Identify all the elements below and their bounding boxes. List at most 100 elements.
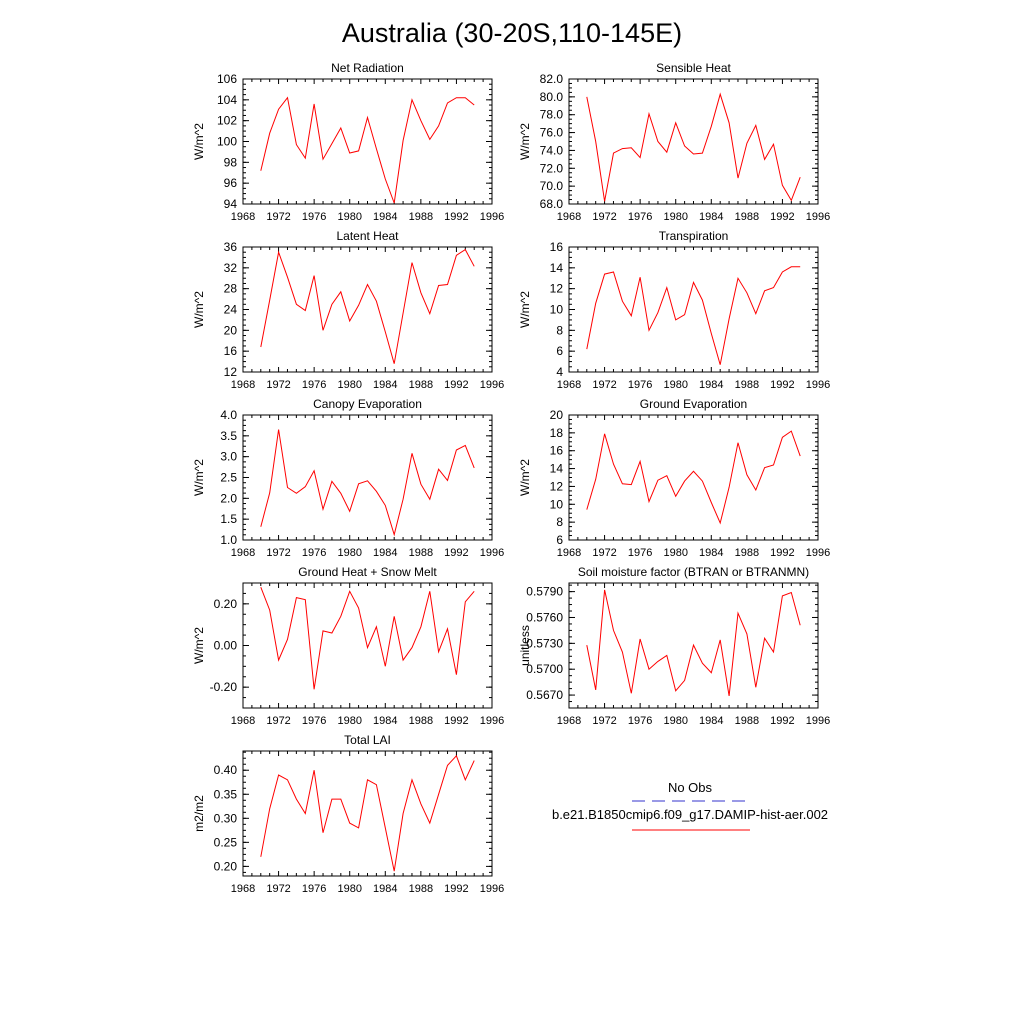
x-tick-label: 1992 bbox=[770, 211, 794, 223]
chart-panel: Transpiration W/m^2 1968 1972 1976 1980 1984 19… bbox=[518, 229, 830, 391]
y-tick-label: 104 bbox=[217, 93, 237, 107]
y-tick-label: 0.5760 bbox=[526, 610, 563, 624]
x-tick-label: 1996 bbox=[806, 547, 830, 559]
x-tick-label: 1984 bbox=[373, 379, 397, 391]
y-axis-label: W/m^2 bbox=[192, 459, 206, 496]
y-tick-label: 76.0 bbox=[540, 126, 564, 140]
x-tick-label: 1988 bbox=[735, 715, 759, 727]
x-tick-label: 1976 bbox=[628, 715, 652, 727]
y-tick-label: 14 bbox=[550, 261, 564, 275]
legend: No Obs b.e21.B1850cmip6.f09_g17.DAMIP-hi… bbox=[552, 780, 828, 831]
x-tick-label: 1996 bbox=[480, 211, 504, 223]
x-tick-label: 1984 bbox=[699, 211, 723, 223]
y-tick-label: 16 bbox=[550, 444, 564, 458]
x-tick-label: 1992 bbox=[444, 379, 468, 391]
panel-title: Canopy Evaporation bbox=[313, 397, 422, 411]
x-tick-label: 1984 bbox=[699, 547, 723, 559]
plot-frame bbox=[242, 246, 493, 373]
y-tick-label: 36 bbox=[224, 240, 238, 254]
series-line bbox=[260, 248, 475, 364]
x-tick-label: 1992 bbox=[444, 211, 468, 223]
x-tick-label: 1976 bbox=[302, 379, 326, 391]
x-tick-label: 1968 bbox=[231, 379, 255, 391]
chart-panel: Total LAI m2/m2 1968 1972 1976 1980 1984 1988 19… bbox=[192, 733, 504, 895]
y-tick-label: 96 bbox=[224, 176, 238, 190]
x-tick-label: 1972 bbox=[592, 211, 616, 223]
x-tick-label: 1972 bbox=[266, 211, 290, 223]
series-line bbox=[260, 587, 475, 690]
chart-panel: Net Radiation W/m^2 1968 1972 1976 1980 1984 19… bbox=[192, 61, 504, 223]
x-tick-label: 1988 bbox=[409, 715, 433, 727]
x-tick-label: 1968 bbox=[557, 379, 581, 391]
y-axis-label: W/m^2 bbox=[192, 627, 206, 664]
y-tick-label: 78.0 bbox=[540, 108, 564, 122]
panels: Net Radiation W/m^2 1968 1972 1976 1980 1984 19… bbox=[192, 61, 830, 895]
y-tick-label: 1.0 bbox=[220, 533, 237, 547]
y-tick-label: 12 bbox=[550, 479, 564, 493]
y-tick-label: 2.5 bbox=[220, 471, 237, 485]
chart-panel: Sensible Heat W/m^2 1968 1972 1976 1980 1984 19… bbox=[518, 61, 830, 223]
x-tick-label: 1988 bbox=[409, 211, 433, 223]
chart-panel: Canopy Evaporation W/m^2 1968 1972 1976 1980 1… bbox=[192, 397, 504, 559]
y-tick-label: 80.0 bbox=[540, 90, 564, 104]
figure-title: Australia (30-20S,110-145E) bbox=[342, 18, 682, 48]
chart-panel: Ground Heat + Snow Melt W/m^2 1968 1972 1976… bbox=[192, 565, 504, 727]
y-tick-label: 14 bbox=[550, 462, 564, 476]
x-tick-label: 1976 bbox=[628, 379, 652, 391]
chart-panel: Soil moisture factor (BTRAN or BTRANMN) u… bbox=[518, 565, 830, 727]
x-tick-label: 1984 bbox=[373, 715, 397, 727]
y-tick-label: 6 bbox=[556, 533, 563, 547]
y-tick-label: 12 bbox=[224, 365, 238, 379]
panel-title: Latent Heat bbox=[336, 229, 399, 243]
x-tick-label: 1976 bbox=[302, 211, 326, 223]
x-tick-label: 1968 bbox=[231, 211, 255, 223]
y-axis-label: W/m^2 bbox=[518, 291, 532, 328]
x-tick-label: 1976 bbox=[302, 883, 326, 895]
x-tick-label: 1984 bbox=[699, 379, 723, 391]
y-tick-label: 4 bbox=[556, 365, 563, 379]
y-tick-label: 0.5700 bbox=[526, 662, 563, 676]
x-tick-label: 1972 bbox=[592, 547, 616, 559]
x-tick-label: 1976 bbox=[628, 547, 652, 559]
y-axis-label: unitless bbox=[518, 625, 532, 666]
x-tick-label: 1988 bbox=[735, 547, 759, 559]
y-tick-label: 0.25 bbox=[214, 835, 238, 849]
y-tick-label: 100 bbox=[217, 135, 237, 149]
panel-title: Sensible Heat bbox=[656, 61, 731, 75]
y-tick-label: 74.0 bbox=[540, 143, 564, 157]
x-tick-label: 1980 bbox=[337, 547, 361, 559]
x-tick-label: 1972 bbox=[592, 379, 616, 391]
x-tick-label: 1980 bbox=[663, 715, 687, 727]
panel-title: Transpiration bbox=[659, 229, 729, 243]
y-tick-label: 16 bbox=[550, 240, 564, 254]
x-tick-label: 1988 bbox=[409, 547, 433, 559]
chart-panel: Ground Evaporation W/m^2 1968 1972 1976 1980 1… bbox=[518, 397, 830, 559]
y-tick-label: 6 bbox=[556, 344, 563, 358]
y-tick-label: 24 bbox=[224, 303, 238, 317]
x-tick-label: 1968 bbox=[557, 547, 581, 559]
y-tick-label: 20 bbox=[224, 323, 238, 337]
x-tick-label: 1996 bbox=[480, 547, 504, 559]
x-tick-label: 1968 bbox=[231, 715, 255, 727]
y-tick-label: 2.0 bbox=[220, 491, 237, 505]
x-tick-label: 1972 bbox=[592, 715, 616, 727]
y-tick-label: 94 bbox=[224, 197, 238, 211]
x-tick-label: 1988 bbox=[735, 379, 759, 391]
legend-model-label: b.e21.B1850cmip6.f09_g17.DAMIP-hist-aer.… bbox=[552, 807, 828, 822]
series-line bbox=[260, 96, 475, 204]
y-tick-label: 0.5790 bbox=[526, 585, 563, 599]
y-axis-label: W/m^2 bbox=[192, 291, 206, 328]
y-tick-label: 28 bbox=[224, 282, 238, 296]
y-tick-label: 16 bbox=[224, 344, 238, 358]
x-tick-label: 1992 bbox=[444, 547, 468, 559]
x-tick-label: 1976 bbox=[302, 715, 326, 727]
x-tick-label: 1996 bbox=[480, 883, 504, 895]
x-tick-label: 1980 bbox=[337, 211, 361, 223]
plot-frame bbox=[568, 414, 819, 541]
y-tick-label: 0.20 bbox=[214, 597, 238, 611]
x-tick-label: 1996 bbox=[806, 379, 830, 391]
y-axis-label: W/m^2 bbox=[192, 123, 206, 160]
y-axis-label: m2/m2 bbox=[192, 795, 206, 832]
x-tick-label: 1992 bbox=[770, 715, 794, 727]
x-tick-label: 1996 bbox=[480, 715, 504, 727]
